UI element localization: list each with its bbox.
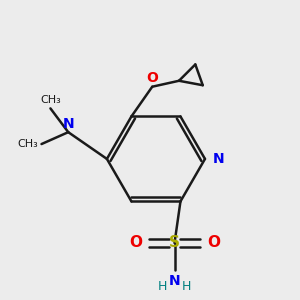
Text: CH₃: CH₃ xyxy=(40,95,61,105)
Text: CH₃: CH₃ xyxy=(18,139,38,149)
Text: O: O xyxy=(207,236,220,250)
Text: N: N xyxy=(212,152,224,166)
Text: H: H xyxy=(158,280,167,293)
Text: H: H xyxy=(182,280,191,293)
Text: O: O xyxy=(146,71,158,85)
Text: N: N xyxy=(169,274,180,288)
Text: O: O xyxy=(129,236,142,250)
Text: N: N xyxy=(62,117,74,131)
Text: S: S xyxy=(169,236,180,250)
